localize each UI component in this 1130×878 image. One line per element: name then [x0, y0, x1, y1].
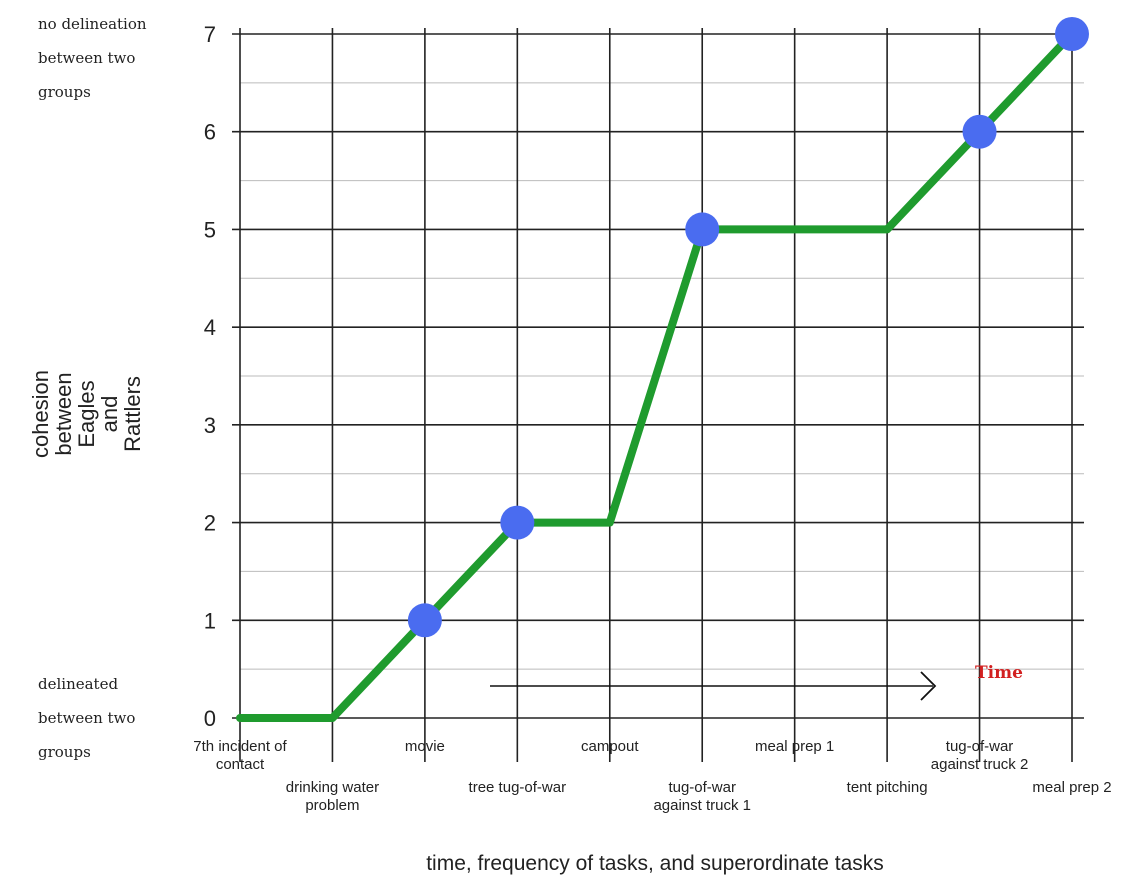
data-point-marker [1055, 17, 1089, 51]
bottom-left-annotation-line: between two [38, 709, 135, 727]
top-left-annotation-line: groups [38, 83, 91, 101]
x-category-label: tent pitching [847, 779, 928, 796]
y-tick-label: 6 [204, 120, 216, 145]
y-axis-label-text: cohesionbetweenEaglesandRattlers [28, 370, 145, 458]
x-category-label: tug-of-war against truck 2 [931, 738, 1029, 773]
x-category-labels: 7th incident of contact drinking water prob… [193, 738, 1111, 814]
x-category-label: drinking water problem [286, 779, 379, 814]
data-point-marker [963, 115, 997, 149]
y-tick-label: 1 [204, 608, 216, 633]
x-category-label: meal prep 2 [1032, 779, 1111, 796]
x-axis-label: time, frequency of tasks, and superordin… [426, 852, 884, 875]
y-tick-label: 4 [204, 315, 216, 340]
x-category-label: meal prep 1 [755, 738, 834, 755]
y-axis-label: cohesionbetweenEaglesandRattlers [28, 370, 145, 458]
top-left-annotation: no delineation between two groups [38, 15, 147, 101]
x-category-label: tug-of-war against truck 1 [653, 779, 751, 814]
x-category-label: tree tug-of-war [469, 779, 567, 796]
data-point-marker [685, 212, 719, 246]
bottom-left-annotation: delineated between two groups [38, 675, 135, 761]
top-left-annotation-line: between two [38, 49, 135, 67]
time-arrow: Time [490, 663, 1023, 700]
minor-grid [240, 83, 1084, 669]
y-tick-label: 2 [204, 511, 216, 536]
bottom-left-annotation-line: groups [38, 743, 91, 761]
major-grid [232, 28, 1084, 762]
bottom-left-annotation-line: delineated [38, 675, 118, 693]
x-category-label: campout [581, 738, 639, 755]
x-category-label: 7th incident of contact [193, 738, 287, 773]
y-tick-label: 7 [204, 22, 216, 47]
y-tick-label: 5 [204, 217, 216, 242]
top-left-annotation-line: no delineation [38, 15, 147, 33]
data-point-marker [408, 603, 442, 637]
data-point-marker [500, 506, 534, 540]
time-arrow-label: Time [975, 663, 1023, 683]
y-tick-label: 0 [204, 706, 216, 731]
y-tick-labels: 0 1 2 3 4 5 6 7 [204, 22, 216, 731]
x-category-label: movie [405, 738, 445, 755]
y-tick-label: 3 [204, 413, 216, 438]
